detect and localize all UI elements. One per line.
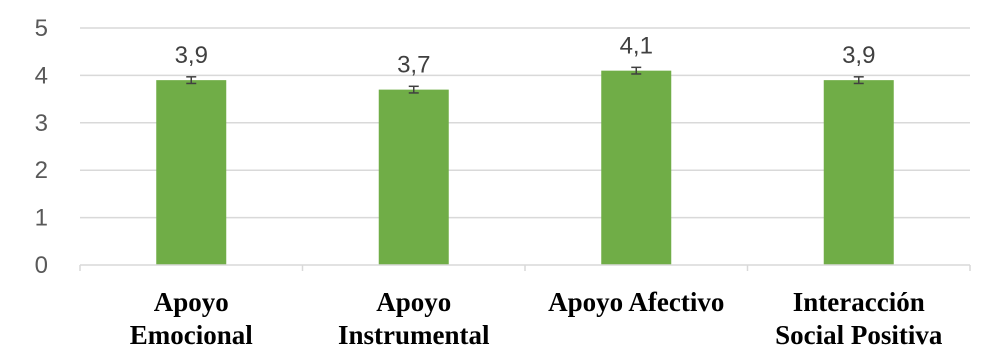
y-tick-label-4: 4 — [35, 62, 48, 89]
gridlines — [80, 27, 970, 219]
x-axis — [79, 264, 971, 271]
y-tick-label-2: 2 — [35, 157, 48, 184]
bar-2 — [378, 89, 449, 266]
x-category-label-4: Social Positiva — [775, 320, 943, 350]
data-label-1: 3,9 — [175, 42, 208, 69]
x-category-label-1: Apoyo — [154, 287, 229, 317]
x-category-label-3: Apoyo Afectivo — [548, 287, 724, 317]
y-tick-label-3: 3 — [35, 110, 48, 137]
x-category-label-2: Instrumental — [338, 320, 490, 350]
bar-3 — [601, 70, 672, 265]
x-category-label-4: Interacción — [793, 287, 925, 317]
data-label-4: 3,9 — [842, 42, 875, 69]
bar-1 — [156, 80, 227, 265]
data-labels: 3,9 3,7 4,1 3,9 — [175, 32, 876, 78]
y-tick-label-1: 1 — [35, 205, 48, 232]
data-label-3: 4,1 — [620, 32, 653, 59]
y-axis-tick-labels: 0 1 2 3 4 5 — [35, 15, 48, 279]
error-bars — [186, 66, 864, 94]
data-label-2: 3,7 — [397, 51, 430, 78]
y-tick-label-0: 0 — [35, 252, 48, 279]
bars — [156, 70, 894, 266]
bar-4 — [823, 80, 894, 265]
y-tick-label-5: 5 — [35, 15, 48, 42]
x-category-label-2: Apoyo — [376, 287, 451, 317]
x-category-label-1: Emocional — [130, 320, 254, 350]
